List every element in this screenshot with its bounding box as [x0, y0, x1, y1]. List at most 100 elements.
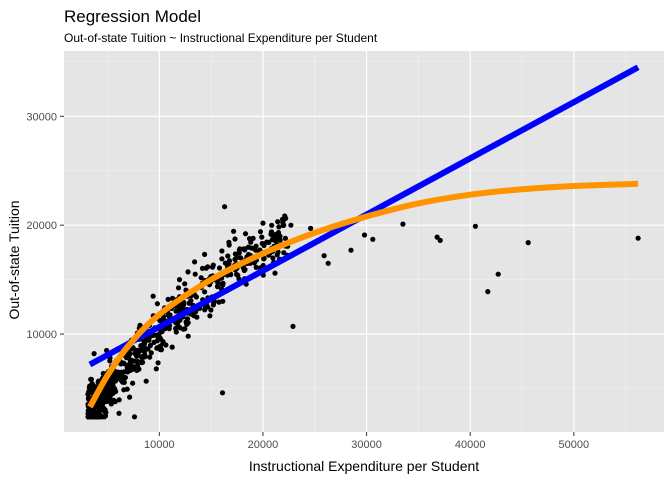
scatter-point	[220, 280, 226, 286]
scatter-point	[280, 222, 286, 229]
scatter-point	[226, 258, 233, 264]
scatter-point	[151, 339, 157, 345]
y-tick-label: 10000	[26, 329, 57, 341]
scatter-point	[276, 224, 282, 230]
scatter-point	[91, 351, 97, 357]
scatter-point	[130, 366, 136, 372]
scatter-point	[116, 410, 122, 416]
scatter-point	[245, 244, 252, 250]
scatter-point	[173, 329, 179, 335]
scatter-point	[138, 359, 144, 365]
scatter-point	[192, 271, 198, 277]
scatter-point	[259, 234, 265, 240]
scatter-point	[132, 350, 138, 356]
scatter-point	[85, 395, 91, 401]
x-axis-ticks: 10000 20000 30000 40000 50000	[144, 432, 589, 451]
scatter-point	[111, 397, 117, 403]
scatter-point	[208, 307, 214, 313]
scatter-point	[281, 250, 287, 256]
scatter-point	[157, 317, 163, 324]
scatter-point	[137, 347, 143, 353]
scatter-point	[251, 260, 257, 266]
scatter-point	[437, 237, 443, 243]
scatter-point	[186, 300, 192, 306]
x-tick-label: 30000	[351, 439, 382, 451]
scatter-point	[177, 325, 183, 331]
x-tick-label: 40000	[455, 439, 486, 451]
scatter-point	[87, 383, 94, 389]
scatter-point	[157, 347, 163, 353]
scatter-point	[95, 403, 101, 409]
nonlinear-fit-curve	[87, 180, 639, 409]
scatter-point	[176, 277, 183, 283]
scatter-point	[222, 204, 228, 210]
scatter-point	[185, 333, 191, 339]
scatter-point	[485, 289, 491, 295]
scatter-point	[95, 412, 101, 418]
scatter-point	[231, 228, 237, 234]
scatter-point	[238, 255, 244, 261]
scatter-point	[209, 264, 216, 270]
scatter-point	[282, 213, 288, 219]
scatter-point	[205, 304, 211, 310]
scatter-point	[242, 231, 249, 237]
scatter-point	[635, 235, 641, 241]
scatter-point	[268, 229, 275, 235]
scatter-point	[222, 260, 228, 266]
chart-title: Regression Model	[64, 7, 201, 26]
plot-panel	[64, 51, 664, 432]
scatter-point	[257, 229, 264, 235]
scatter-point	[216, 265, 223, 271]
scatter-point	[155, 360, 161, 366]
scatter-point	[219, 248, 225, 254]
scatter-point	[325, 260, 331, 266]
scatter-point	[270, 255, 276, 261]
scatter-point	[154, 301, 160, 307]
scatter-point	[261, 242, 267, 249]
scatter-point	[125, 366, 131, 372]
scatter-point	[192, 259, 198, 265]
scatter-point	[112, 386, 118, 392]
scatter-point	[272, 270, 278, 276]
scatter-point	[236, 247, 242, 253]
scatter-point	[131, 414, 138, 420]
x-tick-label: 20000	[248, 439, 279, 451]
scatter-point	[228, 272, 234, 278]
y-tick-label: 30000	[26, 111, 57, 123]
scatter-point	[175, 285, 182, 291]
y-axis-title: Out-of-state Tuition	[6, 200, 22, 319]
scatter-point	[348, 247, 354, 253]
x-tick-label: 50000	[559, 439, 590, 451]
scatter-point	[234, 254, 240, 261]
scatter-point	[288, 222, 294, 228]
scatter-point	[160, 339, 166, 345]
scatter-point	[121, 369, 127, 375]
scatter-point	[127, 394, 133, 400]
scatter-point	[275, 219, 281, 225]
scatter-point	[274, 235, 280, 241]
scatter-point	[139, 354, 145, 361]
scatter-point	[86, 389, 92, 395]
scatter-point	[102, 408, 108, 415]
scatter-point	[165, 312, 172, 319]
scatter-point	[148, 350, 154, 356]
scatter-point	[269, 222, 275, 228]
scatter-point	[143, 378, 149, 384]
scatter-point	[124, 386, 130, 392]
scatter-point	[86, 414, 92, 420]
scatter-point	[202, 289, 208, 295]
scatter-point	[182, 281, 188, 287]
scatter-point	[232, 236, 238, 242]
scatter-point	[169, 295, 176, 301]
scatter-point	[141, 338, 147, 345]
scatter-point	[107, 358, 113, 364]
scatter-point	[246, 236, 253, 242]
scatter-point	[131, 358, 138, 364]
scatter-point	[370, 236, 376, 242]
scatter-point	[182, 326, 188, 332]
chart-subtitle: Out-of-state Tuition ~ Instructional Exp…	[64, 31, 378, 45]
y-tick-label: 20000	[26, 220, 57, 232]
scatter-point	[261, 255, 267, 261]
x-axis-title: Instructional Expenditure per Student	[249, 458, 479, 474]
